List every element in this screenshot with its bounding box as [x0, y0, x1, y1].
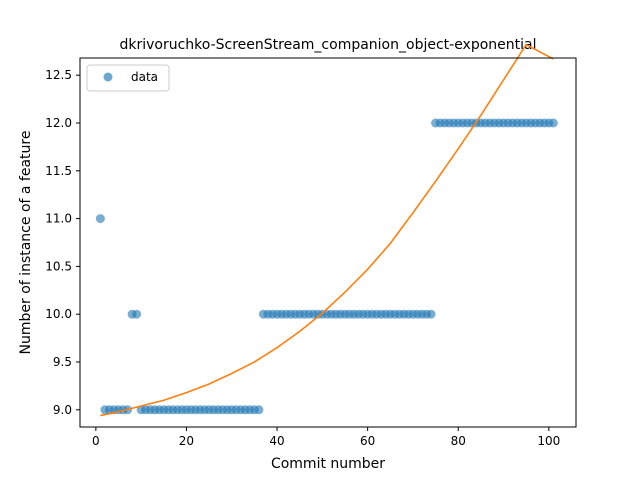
y-tick-label-2: 10.0 [45, 307, 72, 321]
y-tick-label-4: 11.0 [45, 212, 72, 226]
fit-line [100, 43, 554, 417]
data-point-8 [132, 309, 142, 319]
data-point-100 [548, 118, 558, 128]
legend-label-data: data [131, 70, 158, 84]
y-axis-label: Number of instance of a feature [18, 131, 34, 355]
legend: data [86, 64, 170, 92]
y-tick-label-1: 9.5 [53, 355, 72, 369]
y-tick-label-0: 9.0 [53, 403, 72, 417]
data-point-73 [426, 309, 436, 319]
x-tick-label-2: 40 [269, 434, 284, 448]
chart-title: dkrivoruchko-ScreenStream_companion_obje… [119, 37, 536, 53]
x-tick-label-3: 60 [360, 434, 375, 448]
y-tick-label-7: 12.5 [45, 68, 72, 82]
legend-marker-data [103, 72, 113, 82]
x-axis-label: Commit number [271, 456, 385, 472]
x-tick-label-5: 100 [537, 434, 560, 448]
y-tick-label-6: 12.0 [45, 116, 72, 130]
plot-frame [79, 57, 577, 428]
x-tick-label-0: 0 [92, 434, 100, 448]
y-tick-label-5: 11.5 [45, 164, 72, 178]
y-tick-label-3: 10.5 [45, 259, 72, 273]
data-point-35 [254, 405, 264, 415]
x-tick-label-1: 20 [179, 434, 194, 448]
x-tick-label-4: 80 [451, 434, 466, 448]
data-point-0 [95, 214, 105, 224]
y-axis: 9.0 9.5 10.0 10.5 11.0 11.5 12.0 12.5 [45, 68, 80, 417]
x-axis: 0 20 40 60 80 100 [92, 427, 560, 448]
plot-marks [95, 43, 558, 417]
legend-box [86, 64, 170, 92]
